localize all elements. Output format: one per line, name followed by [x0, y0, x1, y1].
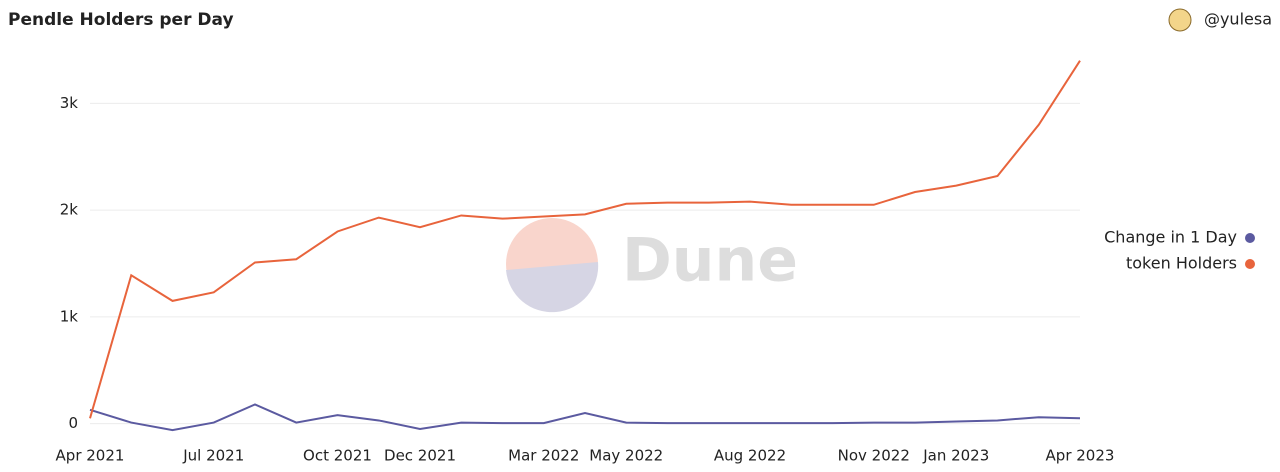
x-tick-label: Apr 2023 — [1046, 447, 1115, 465]
x-tick-label: Jul 2021 — [182, 447, 244, 465]
x-tick-label: Mar 2022 — [508, 447, 579, 465]
series-line — [89, 60, 1081, 419]
legend-label: token Holders — [1126, 254, 1237, 273]
y-tick-label: 3k — [60, 94, 79, 112]
legend-label: Change in 1 Day — [1104, 228, 1237, 247]
author: @yulesa — [1204, 10, 1272, 29]
y-tick-label: 2k — [60, 201, 79, 219]
y-tick-label: 0 — [68, 414, 78, 432]
legend-marker — [1245, 233, 1255, 243]
x-tick-label: Dec 2021 — [384, 447, 456, 465]
series-line — [89, 403, 1081, 432]
x-tick-label: Aug 2022 — [714, 447, 786, 465]
watermark-logo — [506, 262, 599, 313]
x-tick-label: May 2022 — [589, 447, 663, 465]
avatar — [1168, 8, 1192, 32]
legend-marker — [1245, 259, 1255, 269]
y-tick-label: 1k — [60, 307, 79, 325]
x-tick-label: Jan 2023 — [922, 447, 989, 465]
x-tick-label: Nov 2022 — [838, 447, 910, 465]
watermark: Dune — [622, 226, 798, 296]
x-tick-label: Apr 2021 — [56, 447, 125, 465]
x-tick-label: Oct 2021 — [303, 447, 372, 465]
chart-title: Pendle Holders per Day — [8, 10, 234, 30]
